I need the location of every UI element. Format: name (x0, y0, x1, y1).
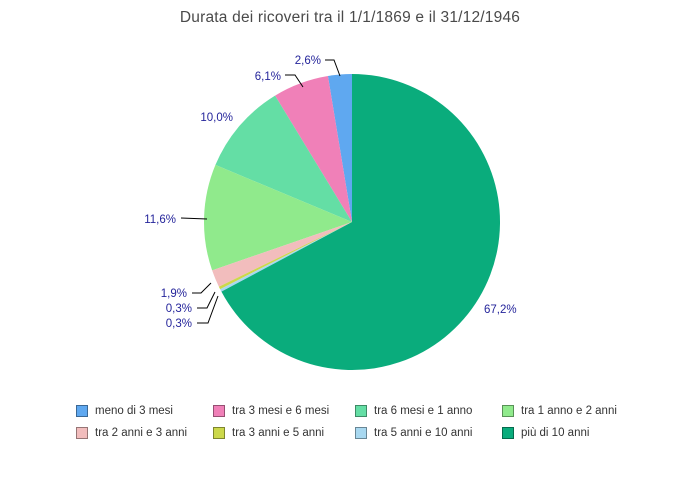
legend-item-8: più di 10 anni (502, 426, 589, 440)
slice-value-label-3: 10,0% (200, 112, 233, 124)
legend-swatch-icon (76, 427, 88, 439)
legend-label: tra 3 anni e 5 anni (232, 427, 325, 439)
slice-value-label-7: 0,3% (166, 318, 192, 330)
legend-swatch-icon (213, 427, 225, 439)
leader-line-1 (325, 59, 341, 77)
legend-label: tra 2 anni e 3 anni (95, 427, 188, 439)
leader-line-5 (192, 282, 212, 294)
slice-value-label-1: 2,6% (295, 55, 321, 67)
legend-label: tra 6 mesi e 1 anno (374, 405, 473, 417)
pie-slice-7 (220, 222, 352, 292)
legend-label: tra 3 mesi e 6 mesi (232, 405, 330, 417)
legend-label: meno di 3 mesi (95, 405, 173, 417)
legend-item-1: meno di 3 mesi (76, 404, 173, 418)
legend-swatch-icon (213, 405, 225, 417)
legend-label: più di 10 anni (521, 427, 590, 439)
legend-swatch-icon (76, 405, 88, 417)
legend-label: tra 1 anno e 2 anni (521, 405, 617, 417)
pie-slice-5 (212, 222, 352, 287)
pie-slice-1 (327, 74, 352, 222)
legend-item-5: tra 2 anni e 3 anni (76, 426, 187, 440)
slice-value-label-5: 1,9% (161, 288, 187, 300)
legend-item-4: tra 1 anno e 2 anni (502, 404, 617, 418)
leader-line-6 (197, 291, 216, 309)
pie-slice-4 (203, 164, 352, 271)
pie-slice-8 (221, 74, 501, 370)
legend-item-6: tra 3 anni e 5 anni (213, 426, 324, 440)
pie-slice-6 (218, 222, 352, 290)
slice-value-label-2: 6,1% (255, 71, 281, 83)
slice-value-label-4: 11,6% (144, 214, 176, 226)
legend-swatch-icon (502, 427, 514, 439)
leader-line-7 (197, 295, 219, 324)
slice-value-label-6: 0,3% (166, 303, 192, 315)
leader-line-4 (180, 217, 208, 220)
legend-swatch-icon (355, 405, 367, 417)
pie-slice-3 (215, 95, 352, 222)
leader-line-2 (285, 74, 304, 88)
legend-item-3: tra 6 mesi e 1 anno (355, 404, 472, 418)
legend-item-2: tra 3 mesi e 6 mesi (213, 404, 329, 418)
legend-label: tra 5 anni e 10 anni (374, 427, 473, 439)
chart-title: Durata dei ricoveri tra il 1/1/1869 e il… (179, 9, 521, 26)
legend-item-7: tra 5 anni e 10 anni (355, 426, 472, 440)
slice-value-label-8: 67,2% (484, 304, 517, 316)
legend-swatch-icon (502, 405, 514, 417)
legend-swatch-icon (355, 427, 367, 439)
pie-slice-2 (275, 75, 352, 222)
